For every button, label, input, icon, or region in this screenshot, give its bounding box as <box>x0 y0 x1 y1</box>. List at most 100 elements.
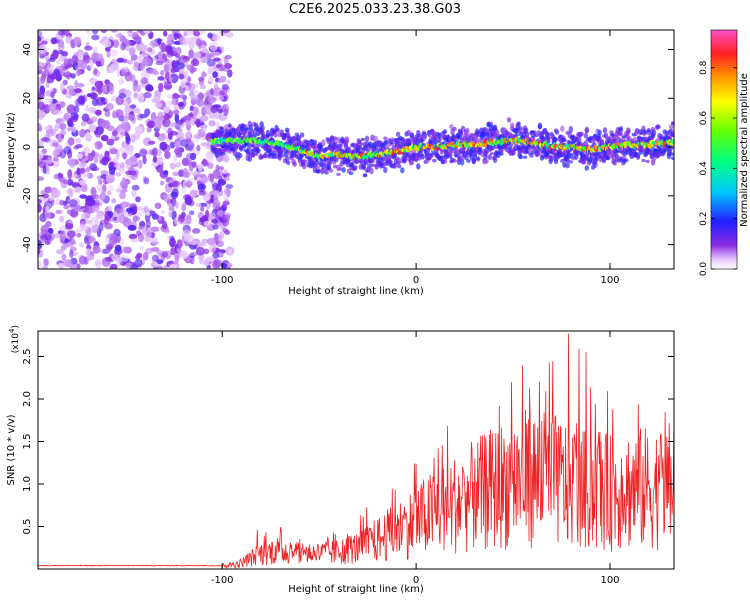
y-tick-label: 20 <box>22 92 33 105</box>
signal-halo-cell <box>260 125 265 132</box>
noise-cell <box>185 180 192 188</box>
signal-halo-cell <box>651 129 657 137</box>
y-tick-label: -20 <box>22 188 33 204</box>
noise-cell <box>200 176 210 184</box>
page-title: C2E6.2025.033.23.38.G03 <box>288 2 462 17</box>
noise-cell <box>91 98 99 107</box>
signal-halo-cell <box>562 138 567 142</box>
noise-cell <box>59 215 65 223</box>
noise-cell <box>57 172 64 179</box>
noise-cell <box>224 54 232 60</box>
signal-halo-cell <box>285 155 290 163</box>
noise-cell <box>152 156 158 163</box>
noise-cell <box>226 188 231 198</box>
signal-halo-cell <box>566 152 571 160</box>
x-tick-label: 100 <box>600 575 619 586</box>
noise-cell <box>114 109 124 118</box>
signal-halo-cell <box>324 170 329 175</box>
noise-cell <box>54 109 63 115</box>
noise-cell <box>193 106 199 115</box>
noise-cell <box>38 176 44 181</box>
signal-halo-cell <box>671 156 674 161</box>
signal-halo-cell <box>552 136 557 143</box>
signal-halo-cell <box>597 136 602 141</box>
noise-cell <box>227 69 233 78</box>
noise-cell <box>166 100 172 109</box>
noise-cell <box>172 171 179 177</box>
signal-halo-cell <box>560 125 565 132</box>
noise-cell <box>193 51 202 60</box>
colorbar: 0.0 0.2 0.4 0.6 0.8 Normalized spectral ampl… <box>699 29 750 276</box>
noise-cell <box>147 47 153 53</box>
noise-cell <box>107 211 114 218</box>
noise-cell <box>182 229 191 238</box>
signal-halo-cell <box>495 129 500 137</box>
noise-cell <box>45 98 53 104</box>
noise-cell <box>120 162 125 169</box>
noise-cell <box>113 39 119 48</box>
noise-cell <box>51 72 56 81</box>
noise-cell <box>171 93 181 99</box>
noise-cell <box>219 90 225 96</box>
signal-halo-cell <box>386 143 391 148</box>
noise-cell <box>188 240 198 245</box>
noise-cell <box>120 42 126 51</box>
noise-cell <box>154 202 162 209</box>
noise-cell <box>168 205 175 212</box>
noise-cell <box>40 238 47 244</box>
noise-cell <box>136 84 141 93</box>
noise-cell <box>76 233 82 238</box>
noise-cell <box>129 155 137 163</box>
noise-cell <box>128 30 133 33</box>
signal-halo-cell <box>488 121 494 125</box>
signal-halo-cell <box>328 168 334 173</box>
noise-cell <box>181 157 189 167</box>
signal-halo-cell <box>341 167 346 173</box>
noise-cell <box>105 102 114 111</box>
noise-cell <box>171 98 177 107</box>
noise-cell <box>125 207 134 214</box>
noise-cell <box>207 32 213 39</box>
noise-cell <box>160 42 166 53</box>
signal-halo-cell <box>568 160 573 164</box>
signal-halo-cell <box>484 150 489 155</box>
noise-cell <box>104 109 111 118</box>
signal-halo-cell <box>369 167 374 175</box>
signal-halo-cell <box>292 161 297 167</box>
noise-cell <box>86 254 95 261</box>
noise-cell <box>85 166 90 173</box>
noise-cell <box>212 224 219 230</box>
colorbar-tick-label: 0.4 <box>699 161 709 176</box>
noise-cell <box>198 76 205 83</box>
noise-cell <box>171 181 177 188</box>
noise-cell <box>45 164 50 175</box>
noise-cell <box>201 71 206 79</box>
signal-halo-cell <box>532 130 537 135</box>
noise-cell <box>123 89 132 96</box>
noise-cell <box>71 173 78 180</box>
noise-cell <box>81 113 90 122</box>
noise-cell <box>169 237 176 248</box>
signal-halo-cell <box>299 132 305 138</box>
noise-cell <box>143 177 150 185</box>
signal-halo-cell <box>507 146 513 151</box>
noise-cell <box>129 170 137 176</box>
noise-cell <box>66 188 73 195</box>
noise-cell <box>85 104 90 113</box>
x-tick-label: 0 <box>413 575 419 586</box>
noise-cell <box>205 256 215 262</box>
colorbar-tick-label: 0.8 <box>699 60 709 75</box>
signal-halo-cell <box>303 159 308 163</box>
noise-cell <box>67 169 73 180</box>
noise-cell <box>100 190 106 200</box>
noise-cell <box>143 91 152 99</box>
noise-cell <box>97 85 103 95</box>
noise-cell <box>75 138 82 144</box>
noise-cell <box>66 178 74 186</box>
noise-cell <box>102 39 112 48</box>
signal-halo-cell <box>383 167 388 173</box>
noise-cell <box>63 204 70 210</box>
noise-cell <box>93 155 99 164</box>
noise-cell <box>198 164 203 173</box>
noise-cell <box>44 186 53 194</box>
